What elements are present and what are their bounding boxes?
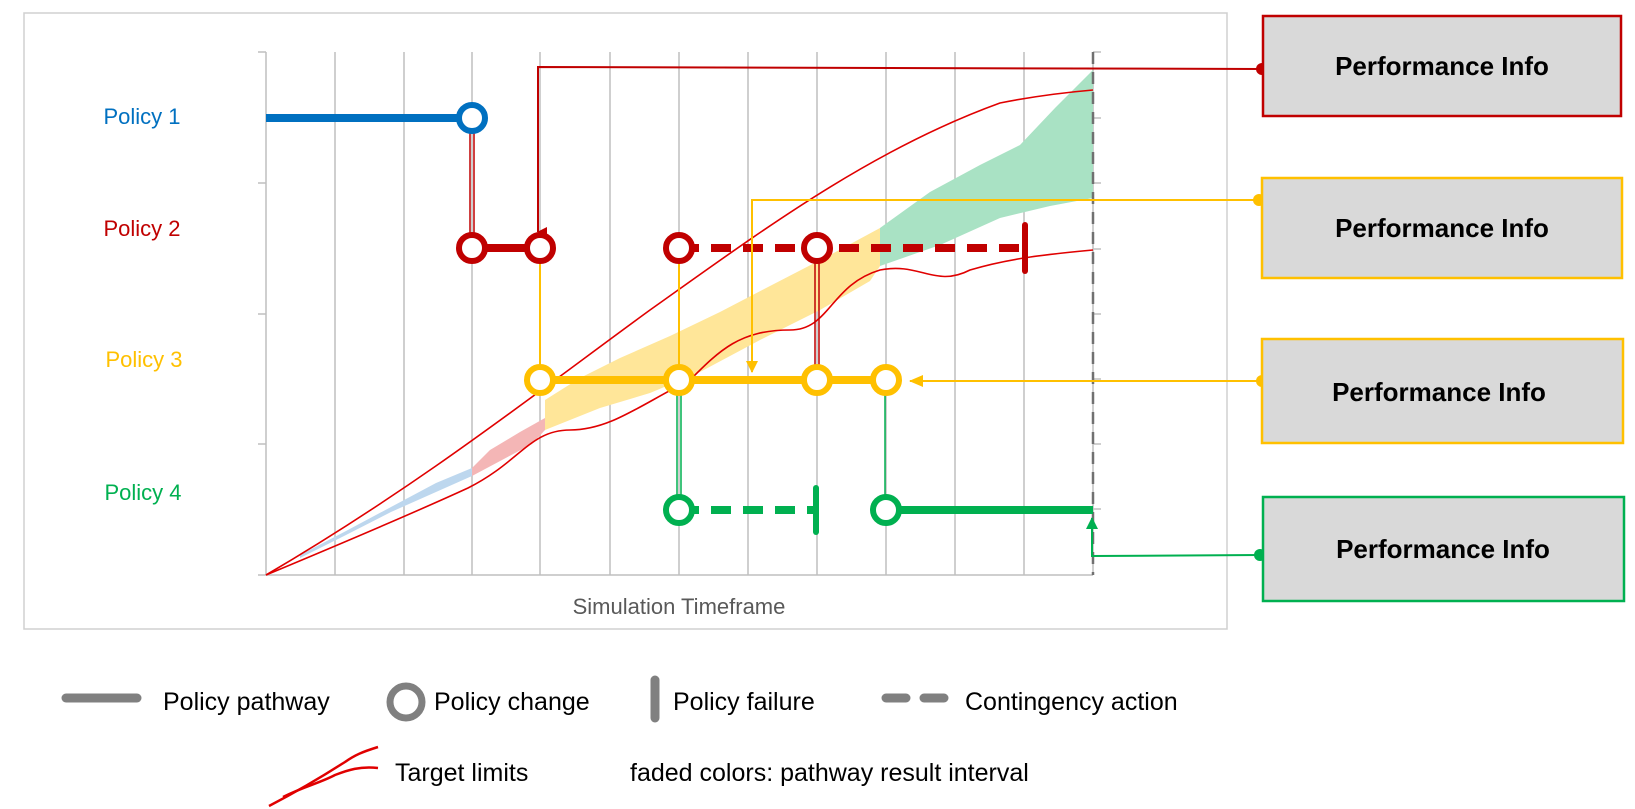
result-band-red	[472, 418, 545, 476]
policy-2-change-marker	[663, 232, 695, 264]
target-limit-lower	[265, 249, 1094, 576]
policy-change-markers	[456, 102, 902, 526]
pathway-connectors	[469, 118, 886, 510]
performance-box-2-label: Performance Info	[1335, 213, 1549, 243]
legend-faded-note: faded colors: pathway result interval	[630, 759, 1029, 787]
legend-contingency-action: Contingency action	[965, 688, 1178, 716]
legend-target-limits: Target limits	[395, 759, 528, 787]
target-limit-upper	[265, 89, 1094, 576]
policy-3-change-marker	[801, 364, 833, 396]
callout-connector-2	[746, 199, 1259, 373]
policy-2-change-marker	[801, 232, 833, 264]
performance-box-3[interactable]: Performance Info	[1260, 337, 1625, 445]
policy-3-change-marker	[524, 364, 556, 396]
performance-box-4-label: Performance Info	[1336, 534, 1550, 564]
policy-3-change-marker	[663, 364, 695, 396]
legend-policy-failure: Policy failure	[673, 688, 815, 716]
performance-box-2[interactable]: Performance Info	[1260, 176, 1624, 280]
policy-2-change-marker	[524, 232, 556, 264]
right-axis-ticks	[1093, 51, 1101, 510]
policy-1-change-marker	[456, 102, 488, 134]
result-band-blue	[300, 468, 472, 558]
performance-box-1-label: Performance Info	[1335, 51, 1549, 81]
policy-4-change-marker	[870, 494, 902, 526]
policy-4-change-marker	[663, 494, 695, 526]
policy-3-change-marker	[870, 364, 902, 396]
legend-policy-change: Policy change	[434, 688, 590, 716]
policy-1-label: Policy 1	[103, 104, 180, 129]
legend: Policy pathway Policy change Policy fail…	[61, 675, 1178, 808]
policy-2-change-marker	[456, 232, 488, 264]
result-band-green	[880, 70, 1093, 266]
performance-box-4[interactable]: Performance Info	[1261, 495, 1626, 603]
legend-policy-pathway: Policy pathway	[163, 688, 330, 716]
performance-box-1[interactable]: Performance Info	[1261, 14, 1623, 118]
policy-2-label: Policy 2	[103, 216, 180, 241]
policy-4-label: Policy 4	[104, 480, 181, 505]
callout-connector-4	[1086, 517, 1261, 558]
legend-change-swatch	[386, 682, 426, 722]
y-axis-ticks	[258, 51, 266, 576]
chart-frame	[23, 12, 1228, 630]
policy-3-label: Policy 3	[105, 347, 182, 372]
callout-connector-1	[537, 65, 1263, 237]
performance-box-3-label: Performance Info	[1332, 377, 1546, 407]
callout-connectors	[537, 63, 1268, 561]
x-axis-label: Simulation Timeframe	[573, 594, 786, 619]
